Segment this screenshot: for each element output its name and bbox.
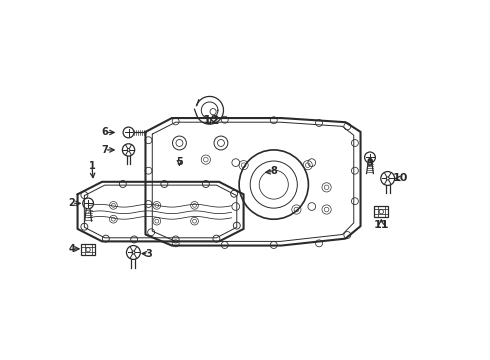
Text: 5: 5 — [176, 157, 183, 167]
Text: 9: 9 — [367, 158, 373, 168]
Text: 12: 12 — [203, 114, 220, 127]
Text: 1: 1 — [89, 161, 95, 171]
Bar — [374, 206, 388, 217]
Text: 7: 7 — [101, 145, 108, 155]
Text: 3: 3 — [145, 249, 152, 259]
Text: 11: 11 — [373, 220, 389, 230]
Text: 6: 6 — [101, 127, 108, 138]
Bar — [81, 244, 95, 255]
Text: 10: 10 — [392, 174, 408, 184]
Text: 8: 8 — [270, 166, 277, 176]
Text: 2: 2 — [69, 198, 75, 208]
Text: 4: 4 — [69, 244, 75, 254]
